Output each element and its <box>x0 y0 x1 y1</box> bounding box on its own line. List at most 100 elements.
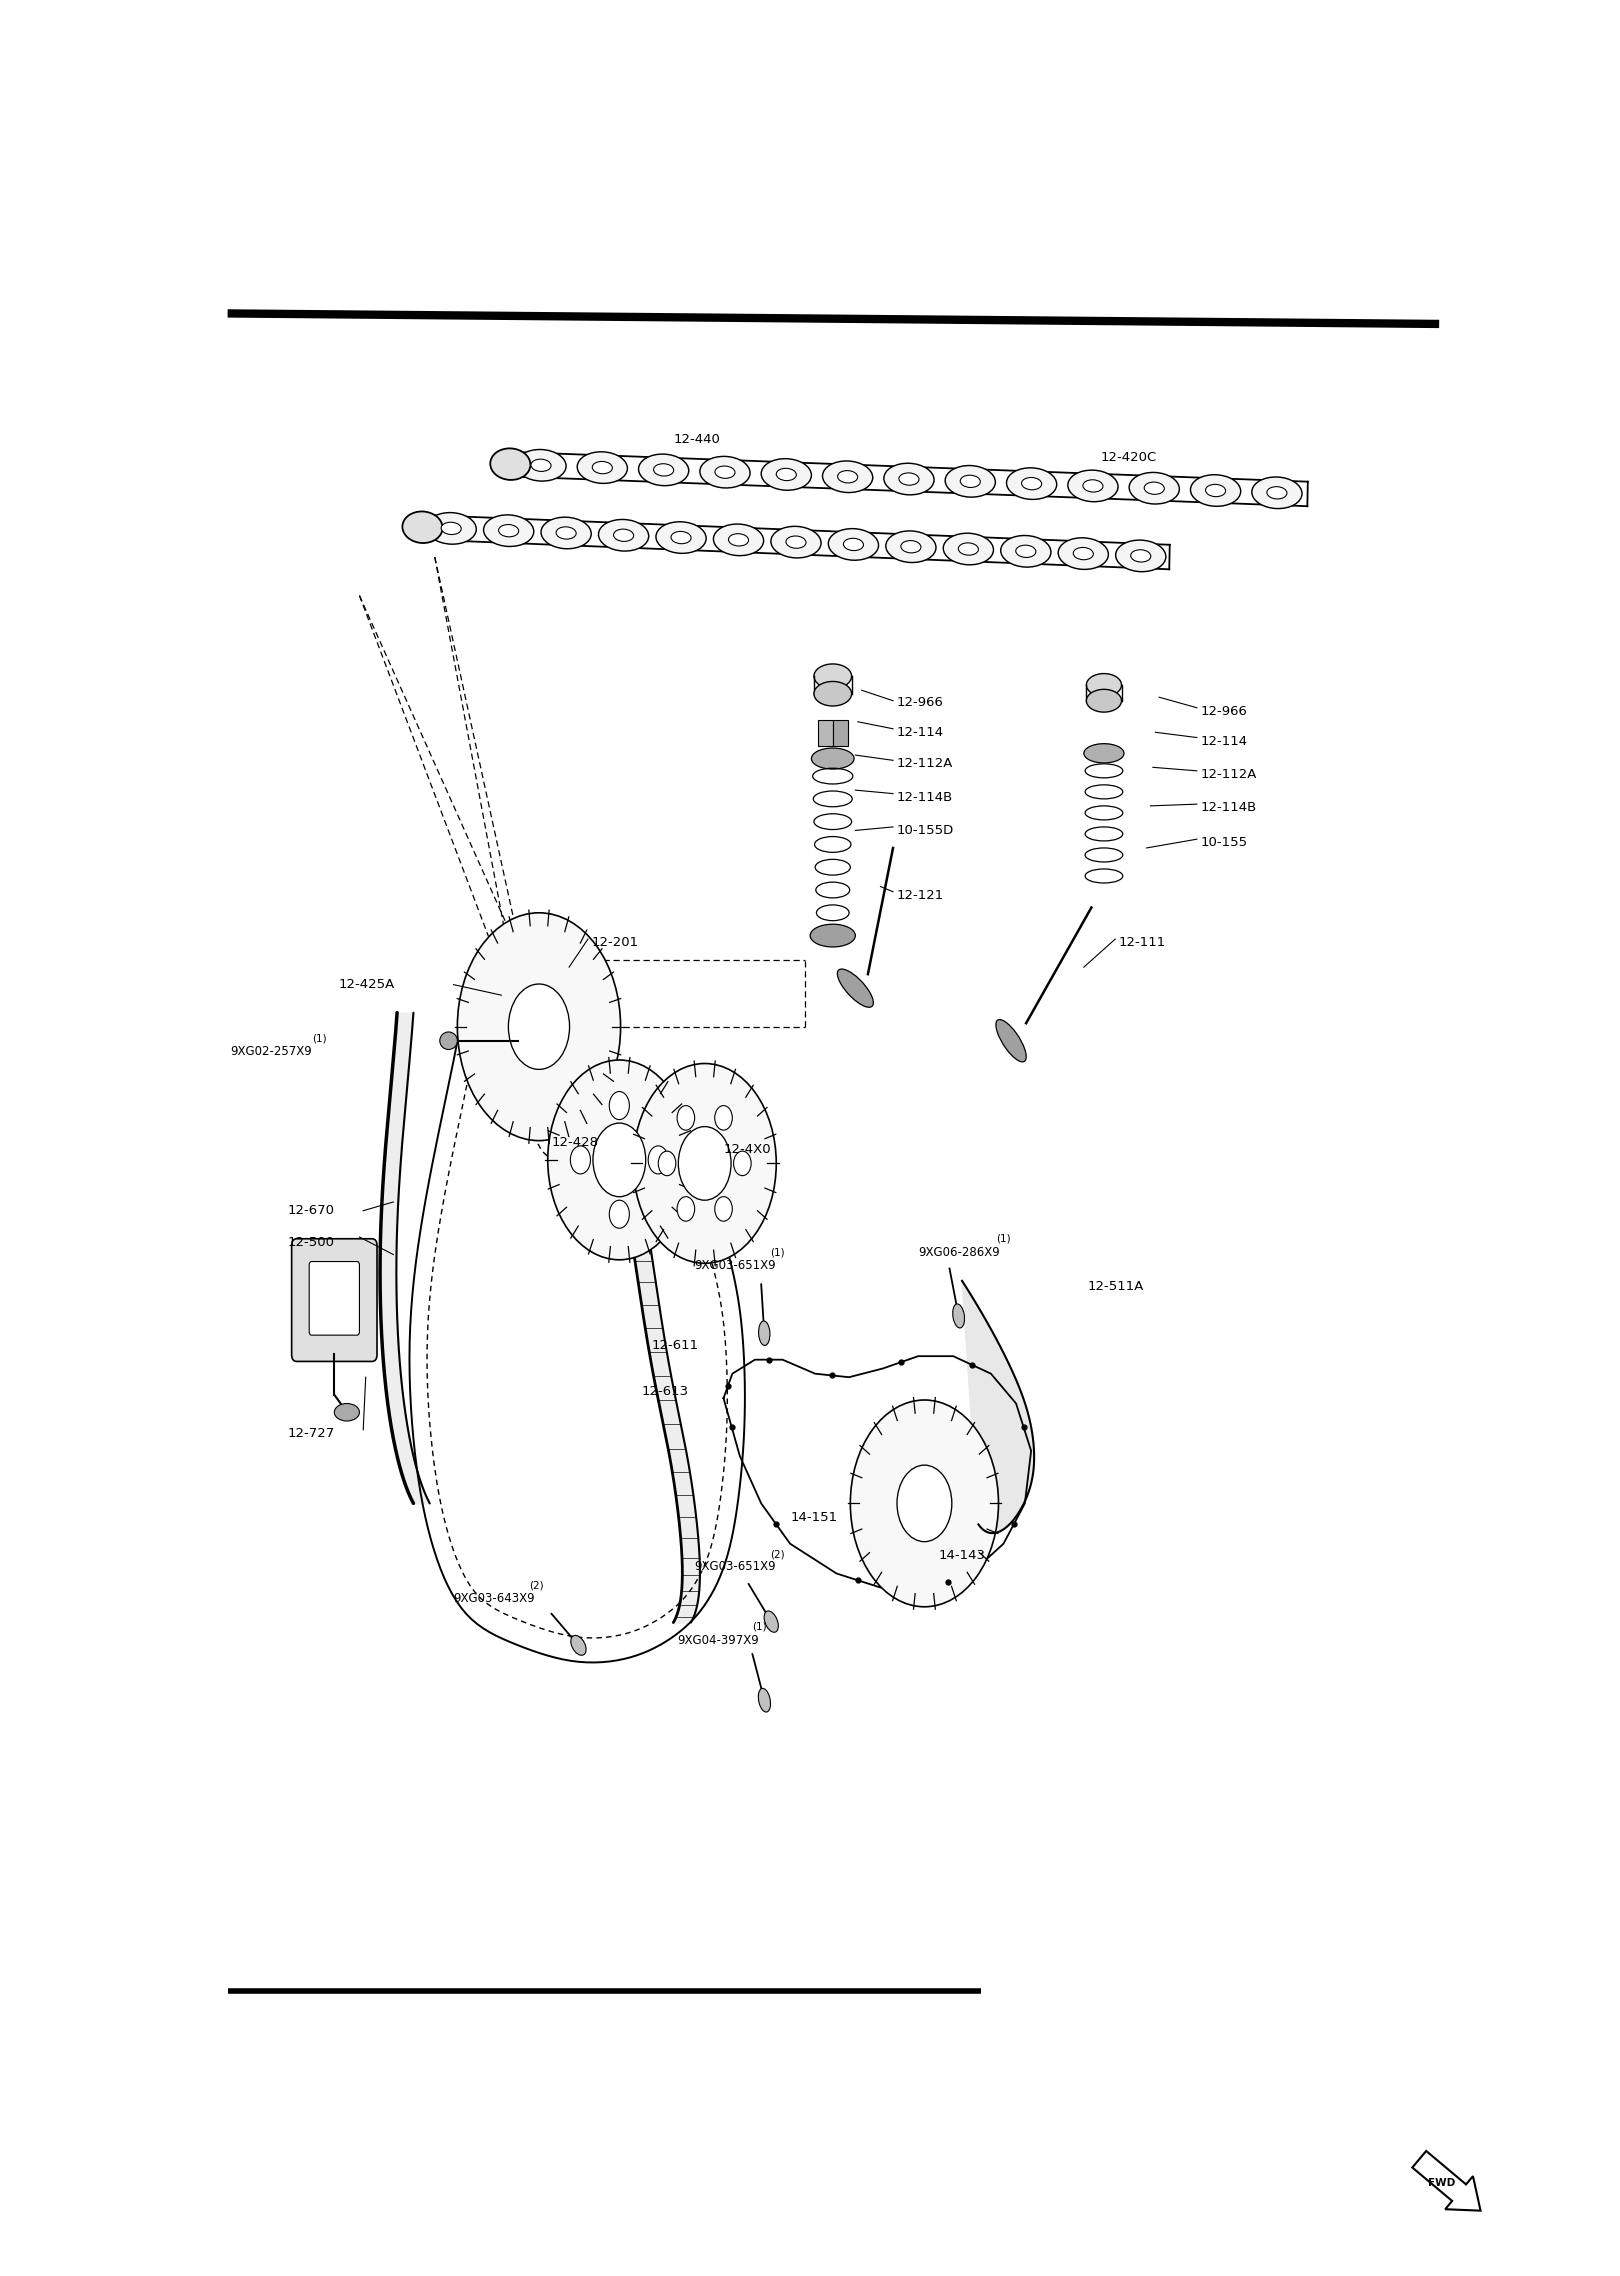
Ellipse shape <box>671 530 692 544</box>
Ellipse shape <box>541 517 591 549</box>
Ellipse shape <box>1116 539 1166 571</box>
Polygon shape <box>1413 2151 1481 2210</box>
Text: 12-613: 12-613 <box>642 1384 688 1397</box>
Text: 12-112A: 12-112A <box>1200 767 1257 781</box>
Ellipse shape <box>598 519 648 551</box>
Text: 12-201: 12-201 <box>591 935 638 949</box>
Ellipse shape <box>426 512 476 544</box>
Text: 10-155D: 10-155D <box>897 824 954 838</box>
Ellipse shape <box>1087 690 1121 712</box>
Ellipse shape <box>593 462 612 473</box>
Circle shape <box>679 1127 731 1199</box>
Text: 12-114: 12-114 <box>1200 735 1247 747</box>
Circle shape <box>570 1145 590 1174</box>
Circle shape <box>593 1122 646 1197</box>
Ellipse shape <box>1001 535 1051 567</box>
Text: 12-114B: 12-114B <box>1200 801 1257 815</box>
Text: (2): (2) <box>528 1582 544 1591</box>
Circle shape <box>658 1152 676 1177</box>
Text: 12-114: 12-114 <box>897 726 944 740</box>
Ellipse shape <box>886 530 936 562</box>
Circle shape <box>714 1106 732 1131</box>
Ellipse shape <box>961 476 980 487</box>
Text: 12-511A: 12-511A <box>1087 1279 1144 1293</box>
Ellipse shape <box>944 467 995 496</box>
Text: 12-4X0: 12-4X0 <box>724 1143 771 1156</box>
Circle shape <box>734 1152 752 1177</box>
Ellipse shape <box>1074 549 1094 560</box>
Ellipse shape <box>812 749 854 769</box>
Ellipse shape <box>813 681 852 706</box>
Text: 9XG03-651X9: 9XG03-651X9 <box>695 1259 776 1272</box>
Ellipse shape <box>899 473 919 485</box>
Text: 12-425A: 12-425A <box>339 979 394 990</box>
Circle shape <box>609 1199 629 1229</box>
Ellipse shape <box>828 528 878 560</box>
Circle shape <box>609 1092 629 1120</box>
Ellipse shape <box>656 521 706 553</box>
Ellipse shape <box>810 924 855 947</box>
Text: 9XG03-651X9: 9XG03-651X9 <box>695 1559 776 1573</box>
Ellipse shape <box>729 533 748 546</box>
Ellipse shape <box>786 535 807 549</box>
Ellipse shape <box>1267 487 1286 498</box>
Text: (1): (1) <box>996 1234 1011 1243</box>
Ellipse shape <box>570 1636 586 1655</box>
Ellipse shape <box>838 970 873 1008</box>
Ellipse shape <box>838 471 857 483</box>
Ellipse shape <box>556 526 577 539</box>
Text: 12-111: 12-111 <box>1119 935 1166 949</box>
Text: 10-155: 10-155 <box>1200 835 1247 849</box>
Text: 12-500: 12-500 <box>288 1236 335 1250</box>
Ellipse shape <box>577 453 627 483</box>
Text: 12-420C: 12-420C <box>1100 451 1157 464</box>
Text: (1): (1) <box>311 1033 326 1045</box>
Ellipse shape <box>402 512 442 544</box>
Text: 12-611: 12-611 <box>651 1338 700 1352</box>
Circle shape <box>548 1061 690 1261</box>
Ellipse shape <box>813 665 852 687</box>
Ellipse shape <box>1087 674 1121 696</box>
Text: (1): (1) <box>770 1247 784 1259</box>
Text: 12-112A: 12-112A <box>897 758 953 769</box>
Ellipse shape <box>713 523 763 555</box>
Ellipse shape <box>1252 478 1302 508</box>
Circle shape <box>897 1466 953 1541</box>
Ellipse shape <box>1006 469 1056 498</box>
Ellipse shape <box>653 464 674 476</box>
Text: 12-428: 12-428 <box>551 1136 598 1149</box>
Circle shape <box>850 1400 998 1607</box>
Text: 12-670: 12-670 <box>288 1204 335 1218</box>
Ellipse shape <box>1022 478 1042 489</box>
Text: 12-966: 12-966 <box>897 696 944 710</box>
Ellipse shape <box>1082 480 1103 492</box>
Polygon shape <box>833 719 847 747</box>
Circle shape <box>677 1106 695 1131</box>
Ellipse shape <box>1068 471 1118 501</box>
Ellipse shape <box>499 523 518 537</box>
Ellipse shape <box>761 460 812 489</box>
Text: (2): (2) <box>770 1550 784 1559</box>
Circle shape <box>509 983 570 1070</box>
Text: 9XG04-397X9: 9XG04-397X9 <box>677 1634 758 1646</box>
Text: 9XG03-643X9: 9XG03-643X9 <box>454 1591 535 1605</box>
Text: (1): (1) <box>752 1621 766 1632</box>
Circle shape <box>633 1063 776 1263</box>
Text: 12-440: 12-440 <box>674 432 721 446</box>
Ellipse shape <box>765 1611 778 1632</box>
Ellipse shape <box>1016 546 1035 558</box>
Ellipse shape <box>1205 485 1226 496</box>
FancyBboxPatch shape <box>292 1238 377 1361</box>
Ellipse shape <box>1084 744 1124 762</box>
Ellipse shape <box>758 1689 771 1712</box>
Ellipse shape <box>638 455 688 485</box>
Ellipse shape <box>531 460 551 471</box>
Ellipse shape <box>1191 476 1241 505</box>
Ellipse shape <box>1144 483 1165 494</box>
Ellipse shape <box>1131 551 1150 562</box>
Polygon shape <box>818 719 833 747</box>
FancyBboxPatch shape <box>309 1261 360 1336</box>
Ellipse shape <box>700 457 750 487</box>
Ellipse shape <box>1129 473 1179 503</box>
Text: 14-151: 14-151 <box>791 1511 838 1525</box>
